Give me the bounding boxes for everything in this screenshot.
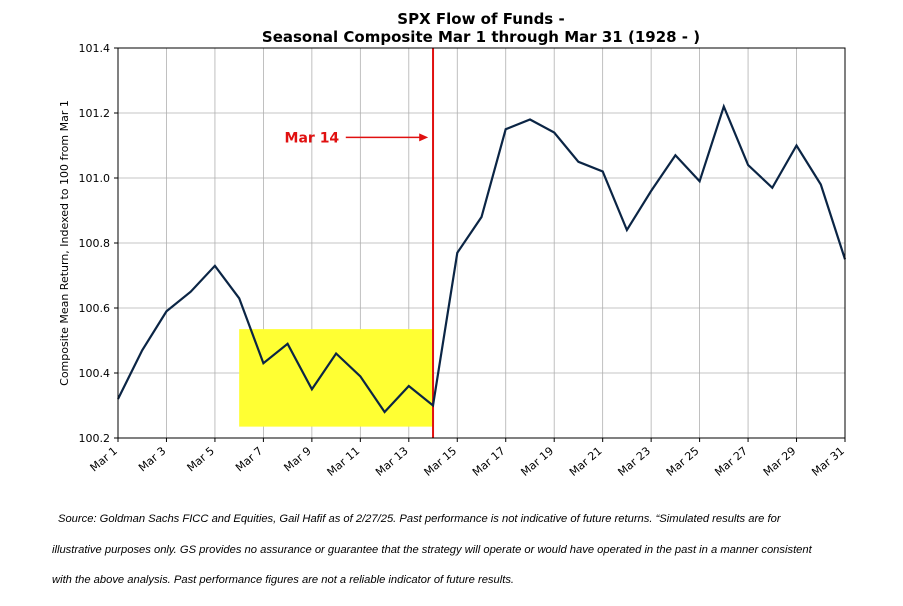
y-tick-label-5: 101.2 (79, 107, 111, 120)
y-axis-label: Composite Mean Return, Indexed to 100 fr… (58, 100, 71, 386)
x-tick-label-10: Mar 21 (567, 444, 605, 479)
x-tick-label-0: Mar 1 (88, 444, 120, 474)
seasonal-composite-chart: SPX Flow of Funds - Seasonal Composite M… (58, 10, 847, 479)
x-tick-label-13: Mar 27 (712, 444, 750, 479)
highlight-band (239, 329, 434, 427)
chart-title-line-2: Seasonal Composite Mar 1 through Mar 31 … (262, 28, 700, 46)
x-tick-label-1: Mar 3 (136, 444, 168, 474)
footnote-line-2: illustrative purposes only. GS provides … (52, 544, 812, 556)
annotation-label: Mar 14 (285, 130, 340, 146)
x-tick-label-4: Mar 9 (281, 444, 313, 474)
x-tick-label-7: Mar 15 (422, 444, 460, 479)
footnote-line-1: Source: Goldman Sachs FICC and Equities,… (58, 513, 781, 525)
y-tick-label-1: 100.4 (79, 367, 111, 380)
x-tick-label-2: Mar 5 (185, 444, 217, 474)
y-tick-label-0: 100.2 (79, 432, 111, 445)
x-tick-label-15: Mar 31 (809, 444, 847, 479)
y-tick-label-3: 100.8 (79, 237, 111, 250)
x-tick-label-12: Mar 25 (664, 444, 702, 479)
x-tick-label-5: Mar 11 (325, 444, 363, 479)
annotation-arrow-head (419, 133, 429, 142)
x-tick-label-11: Mar 23 (615, 444, 653, 479)
y-tick-label-6: 101.4 (79, 42, 111, 55)
series-line-0 (117, 103, 847, 414)
footnote-line-3: with the above analysis. Past performanc… (52, 574, 515, 586)
plot-area: 100.2 100.4 100.6 100.8 101.0 101.2 101.4 Mar 1… (79, 42, 847, 479)
x-tick-label-3: Mar 7 (233, 444, 265, 474)
x-tick-label-14: Mar 29 (761, 444, 799, 479)
x-tick-label-9: Mar 19 (518, 444, 556, 479)
y-tick-label-2: 100.6 (79, 302, 111, 315)
x-tick-label-8: Mar 17 (470, 444, 508, 479)
y-tick-label-4: 101.0 (79, 172, 111, 185)
chart-title-line-1: SPX Flow of Funds - (397, 10, 564, 28)
x-tick-label-6: Mar 13 (373, 444, 411, 479)
